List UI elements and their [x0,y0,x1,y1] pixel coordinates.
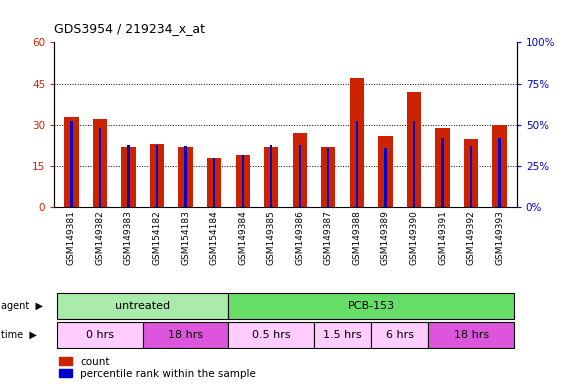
Bar [349,78,364,207]
Bar [122,147,136,207]
Bar [57,322,143,348]
Bar [498,138,501,207]
Bar [407,92,421,207]
Bar [228,293,514,319]
Text: GDS3954 / 219234_x_at: GDS3954 / 219234_x_at [54,22,205,35]
Text: 6 hrs: 6 hrs [385,330,414,340]
Text: 1.5 hrs: 1.5 hrs [323,330,362,340]
Bar [150,144,164,207]
Bar [441,138,444,207]
Text: 0.5 hrs: 0.5 hrs [252,330,291,340]
Legend: count, percentile rank within the sample: count, percentile rank within the sample [59,357,256,379]
Text: time  ▶: time ▶ [1,330,37,340]
Bar [156,145,158,207]
Text: agent  ▶: agent ▶ [1,301,43,311]
Bar [321,147,335,207]
Text: untreated: untreated [115,301,170,311]
Bar [235,155,250,207]
Text: 18 hrs: 18 hrs [168,330,203,340]
Bar [228,322,314,348]
Bar [242,154,244,207]
Bar [93,119,107,207]
Bar [428,322,514,348]
Bar [99,128,101,207]
Bar [435,127,450,207]
Bar [470,146,472,207]
Text: 0 hrs: 0 hrs [86,330,114,340]
Bar [356,121,358,207]
Bar [327,148,329,207]
Bar [314,322,371,348]
Bar [207,158,222,207]
Bar [379,136,393,207]
Bar [264,147,278,207]
Bar [70,121,73,207]
Bar [57,293,228,319]
Bar [184,146,187,207]
Bar [413,121,415,207]
Bar [143,322,228,348]
Bar [293,133,307,207]
Bar [299,145,301,207]
Bar [270,145,272,207]
Text: PCB-153: PCB-153 [348,301,395,311]
Bar [178,147,193,207]
Bar [64,117,79,207]
Bar [464,139,478,207]
Bar [127,145,130,207]
Bar [492,125,507,207]
Text: 18 hrs: 18 hrs [453,330,489,340]
Bar [213,158,215,207]
Bar [371,322,428,348]
Bar [384,148,387,207]
